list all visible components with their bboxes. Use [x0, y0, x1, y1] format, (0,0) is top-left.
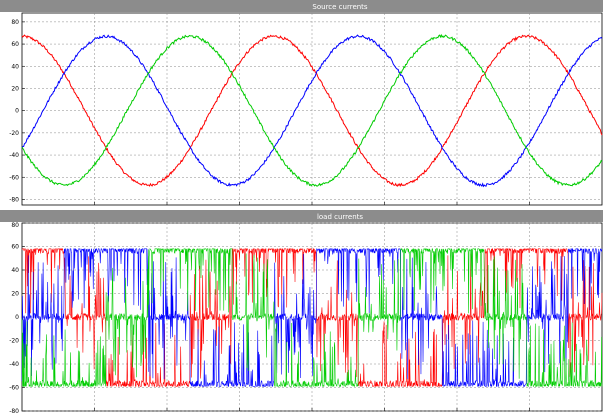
y-tick-label: -40: [9, 361, 19, 368]
y-tick-label: -60: [9, 174, 19, 181]
panel-title: load currents: [317, 213, 363, 221]
series-group: [21, 247, 603, 388]
y-tick-label: -60: [9, 385, 19, 392]
series-group: [21, 33, 603, 188]
y-tick-label: 20: [11, 85, 19, 92]
y-tick-label: 20: [11, 291, 19, 298]
panel-load-currents: load currents -80 -60 -40 -20 0 20 40 60 80: [0, 210, 603, 414]
y-tick-label: -80: [9, 196, 19, 203]
series-line-2: [21, 247, 603, 388]
y-tick-label: 40: [11, 63, 19, 70]
series-line-1: [21, 247, 603, 388]
title-bar: [0, 0, 603, 12]
y-tick-label: -20: [9, 130, 19, 137]
title-bar: [0, 210, 603, 222]
y-tick-label: 40: [11, 267, 19, 274]
panel-title: Source currents: [312, 3, 368, 11]
gridlines: [22, 13, 602, 205]
y-tick-label: 0: [15, 108, 19, 115]
series-line-2: [21, 33, 603, 187]
series-line-0: [21, 34, 603, 188]
y-tick-label: -80: [9, 408, 19, 414]
y-tick-label: 60: [11, 244, 19, 251]
y-tick-label: 60: [11, 41, 19, 48]
y-tick-label: 80: [11, 19, 19, 26]
y-ticks: -80 -60 -40 -20 0 20 40 60 80: [9, 19, 530, 205]
y-ticks: -80 -60 -40 -20 0 20 40 60 80: [9, 222, 530, 414]
y-tick-label: 80: [11, 222, 19, 229]
panel-source-currents: Source currents -80 -60 -40 -20 0 20 40 60 80: [0, 0, 603, 206]
y-tick-label: 0: [15, 314, 19, 321]
series-line-1: [21, 34, 603, 188]
y-tick-label: -20: [9, 338, 19, 345]
y-tick-label: -40: [9, 152, 19, 159]
